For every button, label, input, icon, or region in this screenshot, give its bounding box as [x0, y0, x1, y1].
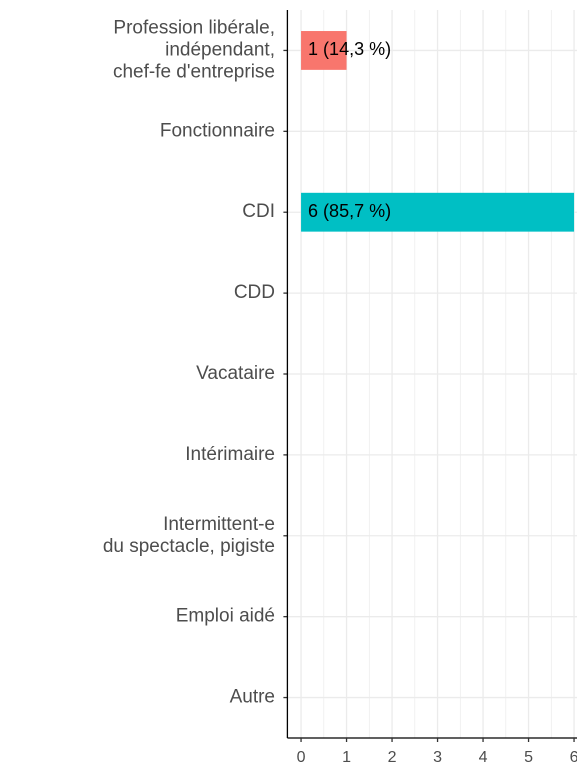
- y-tick-label: Intermittent-e du spectacle, pigiste: [103, 514, 275, 557]
- y-tick-label: Vacataire: [196, 363, 275, 384]
- y-tick-label: Profession libérale, indépendant, chef-fe …: [113, 17, 275, 82]
- bar: [301, 31, 347, 70]
- x-tick-label: 6: [570, 749, 577, 766]
- y-tick-label: CDD: [234, 282, 275, 303]
- y-tick-label: Autre: [230, 687, 275, 708]
- x-tick-label: 5: [524, 749, 533, 766]
- value-label: 1 (14,3 %): [308, 39, 391, 59]
- bar: [301, 192, 575, 232]
- x-tick-label: 4: [479, 749, 488, 766]
- x-tick-label: 0: [297, 749, 306, 766]
- value-label: 6 (85,7 %): [308, 201, 391, 221]
- y-tick-label: Fonctionnaire: [160, 120, 275, 141]
- x-tick-label: 1: [342, 749, 351, 766]
- y-tick-label: CDI: [242, 201, 275, 222]
- y-tick-label: Intérimaire: [185, 444, 275, 465]
- x-tick-label: 3: [433, 749, 442, 766]
- y-tick-label: Emploi aidé: [176, 606, 275, 627]
- x-tick-label: 2: [388, 749, 397, 766]
